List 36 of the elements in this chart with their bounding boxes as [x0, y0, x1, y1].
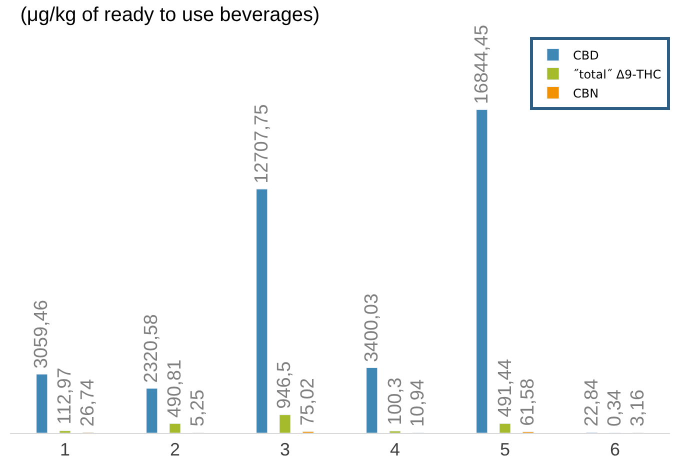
data-label: 491,44: [494, 358, 516, 418]
bar: [499, 423, 511, 433]
data-label: 0,34: [604, 389, 626, 426]
data-label: 61,58: [517, 378, 538, 426]
data-label: 2320,58: [140, 314, 162, 383]
x-tick-label: 4: [390, 440, 400, 460]
data-label: 490,81: [164, 359, 186, 418]
data-label: 946,5: [274, 361, 296, 409]
x-tick-label: 3: [280, 440, 290, 460]
x-tick-label: 6: [610, 440, 620, 460]
data-label: 12707,75: [251, 104, 272, 184]
data-label: 5,25: [188, 390, 209, 426]
x-tick-label: 5: [500, 440, 510, 460]
chart-title: (μg/kg of ready to use beverages): [20, 4, 320, 26]
legend-label: ˝total˝ Δ9-THC: [573, 67, 662, 82]
data-label: 10,94: [407, 378, 428, 427]
x-tick-label: 2: [170, 440, 180, 460]
data-label: 3,16: [628, 390, 649, 427]
bar: [279, 414, 291, 433]
bar: [169, 423, 181, 433]
data-label: 100,3: [384, 378, 406, 426]
legend-label: CBN: [573, 86, 599, 100]
bar: [366, 367, 378, 433]
bar: [146, 388, 158, 433]
data-label: 112,97: [54, 368, 76, 424]
bar: [36, 374, 48, 433]
data-label: 22,84: [581, 378, 602, 426]
bar: [476, 109, 488, 433]
data-label: 26,74: [78, 378, 99, 427]
data-label: 3400,03: [362, 293, 383, 362]
data-label: 75,02: [298, 378, 319, 426]
data-label: 16844,45: [472, 24, 493, 104]
bar: [256, 188, 268, 433]
legend-label: CBD: [573, 48, 599, 62]
data-label: 3059,46: [31, 300, 52, 369]
x-tick-label: 1: [60, 440, 70, 460]
